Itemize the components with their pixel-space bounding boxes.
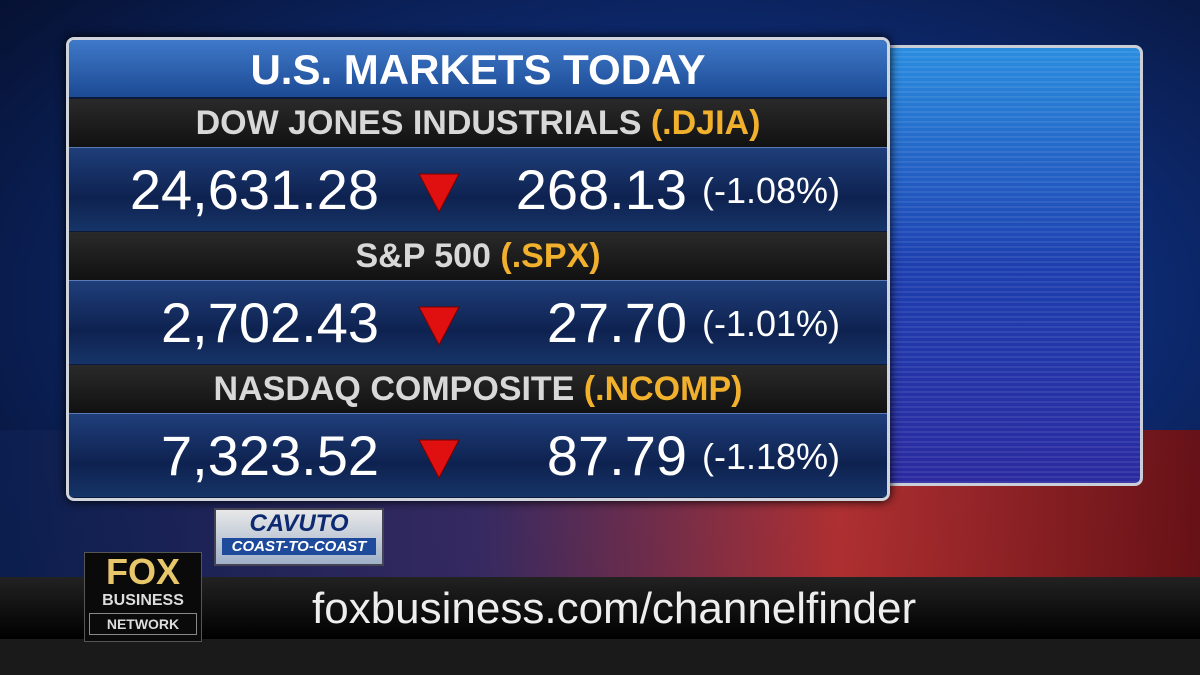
market-value-row: 7,323.52 87.79 (-1.18%) bbox=[69, 413, 887, 497]
market-change: 27.70 bbox=[546, 291, 687, 354]
market-value: 24,631.28 bbox=[129, 158, 379, 221]
market-value-row: 24,631.28 268.13 (-1.08%) bbox=[69, 147, 887, 231]
down-arrow bbox=[418, 173, 460, 214]
show-name: CAVUTO bbox=[249, 510, 349, 537]
show-subtitle: COAST-TO-COAST bbox=[222, 538, 376, 555]
logo-bottom: NETWORK bbox=[89, 613, 197, 635]
markets-panel: U.S. MARKETS TODAY DOW JONES INDUSTRIALS… bbox=[66, 37, 890, 501]
market-ticker: (.DJIA) bbox=[650, 104, 761, 142]
studio-screen bbox=[885, 45, 1143, 486]
market-percent: (-1.18%) bbox=[702, 436, 841, 477]
down-arrow bbox=[418, 306, 460, 347]
panel-title: U.S. MARKETS TODAY bbox=[69, 40, 887, 97]
market-name: NASDAQ COMPOSITE bbox=[213, 370, 575, 408]
market-value-row: 2,702.43 27.70 (-1.01%) bbox=[69, 280, 887, 364]
market-name-row: NASDAQ COMPOSITE (.NCOMP) bbox=[69, 365, 887, 413]
show-badge: CAVUTO COAST-TO-COAST bbox=[214, 508, 384, 566]
footer-url: foxbusiness.com/channelfinder bbox=[312, 584, 917, 633]
market-value: 2,702.43 bbox=[161, 291, 379, 354]
market-value: 7,323.52 bbox=[161, 424, 379, 487]
logo-top: FOX bbox=[105, 551, 180, 592]
logo-middle: BUSINESS bbox=[102, 592, 184, 609]
market-percent: (-1.08%) bbox=[702, 170, 841, 211]
market-ticker: (.SPX) bbox=[500, 237, 601, 275]
down-arrow bbox=[418, 439, 460, 480]
bottom-strip bbox=[0, 639, 1200, 675]
market-name: S&P 500 bbox=[355, 237, 491, 275]
market-name-row: S&P 500 (.SPX) bbox=[69, 232, 887, 280]
market-percent: (-1.01%) bbox=[702, 303, 841, 344]
market-name: DOW JONES INDUSTRIALS bbox=[195, 104, 642, 142]
market-change: 268.13 bbox=[515, 158, 687, 221]
market-name-row: DOW JONES INDUSTRIALS (.DJIA) bbox=[69, 99, 887, 147]
market-ticker: (.NCOMP) bbox=[583, 370, 743, 408]
market-change: 87.79 bbox=[546, 424, 687, 487]
network-logo: FOX BUSINESS NETWORK bbox=[84, 552, 202, 642]
